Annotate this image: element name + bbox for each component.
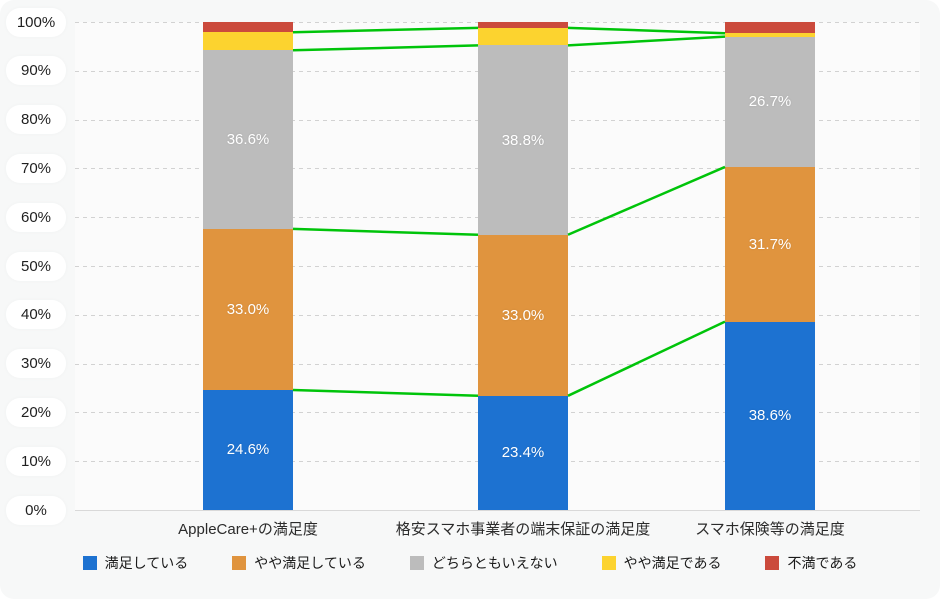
legend-label: やや満足している [254,555,366,571]
y-axis-label: 60% [6,202,66,232]
segment-label: 23.4% [501,444,545,462]
y-axis-label: 20% [6,397,66,427]
x-axis-label: AppleCare+の満足度 [178,521,318,538]
legend-label: どちらともいえない [431,555,558,571]
segment-label: 31.7% [748,235,792,253]
bar-segment: 38.6% [725,321,815,510]
legend-item: 満足している [82,553,189,573]
x-axis-label: 格安スマホ事業者の端末保証の満足度 [395,521,651,538]
y-axis-label: 90% [6,56,66,86]
legend-swatch [82,556,97,570]
legend-item: どちらともいえない [409,553,558,573]
legend-swatch [409,556,424,570]
y-axis-label: 40% [6,300,66,330]
y-axis-label: 30% [6,349,66,379]
trend-line [292,227,479,237]
bar-segment: 33.0% [203,228,293,390]
bar-segment [203,32,293,51]
bar-segment [203,22,293,33]
trend-line [567,165,726,236]
legend-label: 満足している [104,555,189,571]
y-axis-label: 70% [6,153,66,183]
bar-1: 24.6% 33.0% 36.6% [203,22,293,510]
segment-label: 38.8% [501,131,545,149]
y-axis-label: 50% [6,251,66,281]
segment-label: 26.7% [748,93,792,111]
legend-swatch [232,556,247,570]
segment-label: 36.6% [226,131,270,149]
bar-segment: 38.8% [478,45,568,235]
legend-item: やや満足している [232,553,366,573]
bar-segment [478,27,568,46]
segment-label: 33.0% [501,306,545,324]
bar-segment [478,22,568,28]
bar-segment [725,33,815,37]
legend-swatch [601,556,616,570]
legend-label: 不満である [787,555,858,571]
trend-line [292,388,479,398]
segment-label: 33.0% [226,300,270,318]
bar-segment: 33.0% [478,234,568,396]
trend-line [567,320,726,397]
y-axis-label: 80% [6,105,66,135]
legend-swatch [765,556,780,570]
segment-label: 38.6% [748,407,792,425]
trend-line [567,26,726,35]
x-axis-line [75,510,920,511]
trend-line [292,44,479,52]
y-axis-label: 100% [6,7,66,37]
plot-area: 24.6% 33.0% 36.6% 23.4% 33.0% 38.8% 38.6% 31.7%… [75,22,920,511]
bar-segment: 31.7% [725,166,815,322]
legend-item: 不満である [765,553,857,573]
y-axis-label: 0% [6,495,66,525]
y-axis-label: 10% [6,446,66,476]
segment-label: 24.6% [226,441,270,459]
trend-line [292,26,479,34]
bar-2: 23.4% 33.0% 38.8% [478,22,568,510]
legend-item: やや満足である [601,553,722,573]
x-axis-label: スマホ保険等の満足度 [695,521,845,538]
legend: 満足している やや満足している どちらともいえない やや満足である 不満である [0,553,940,573]
bar-segment: 24.6% [203,389,293,510]
bar-segment: 23.4% [478,395,568,510]
bar-3: 38.6% 31.7% 26.7% [725,22,815,510]
bar-segment: 26.7% [725,36,815,167]
legend-label: やや満足である [623,555,722,571]
bar-segment: 36.6% [203,50,293,229]
trend-line [567,35,726,47]
bar-segment [725,22,815,34]
